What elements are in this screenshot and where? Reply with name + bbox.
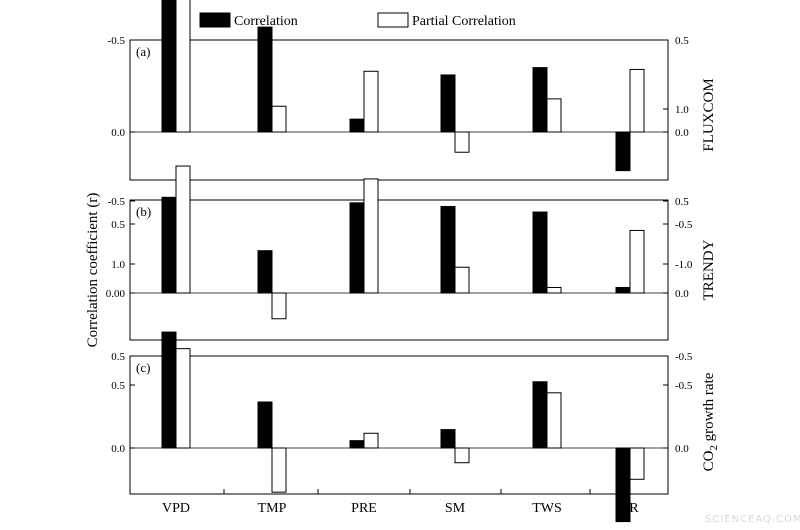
left-tick-label-a: 0.5 — [111, 219, 125, 231]
bar-a-partial-correlation-pre — [363, 70, 379, 133]
bar-b-correlation-tmp — [257, 250, 273, 294]
left-tick-label-b: 0.00 — [106, 288, 126, 300]
right-label-fluxcom: FLUXCOM — [701, 78, 717, 151]
bar-c-partial-correlation-vpd — [175, 348, 191, 449]
left-tick-label-b: 0.5 — [111, 380, 125, 392]
legend-swatch-correlation — [199, 12, 231, 28]
bar-b-partial-correlation-sm — [454, 266, 470, 294]
right-tick-label-a: 0.0 — [675, 127, 689, 139]
bar-b-correlation-sr — [615, 286, 631, 294]
x-tick-label-pre: PRE — [351, 501, 377, 516]
x-tick-label-vpd: VPD — [162, 501, 190, 516]
bar-c-partial-correlation-sr — [629, 447, 645, 480]
bar-b-partial-correlation-tmp — [271, 292, 287, 320]
bar-c-correlation-pre — [349, 440, 365, 449]
bar-a-correlation-pre — [349, 118, 365, 133]
right-tick-label-b: -0.5 — [675, 380, 693, 392]
panel-a: (a)-1.0-0.50.00.51.00.50.0-0.5 — [108, 0, 693, 231]
x-tick-label-tmp: TMP — [258, 501, 287, 516]
right-label-trendy: TRENDY — [701, 239, 717, 300]
x-axis-tick-labels: VPD TMP PRE SM TWS SR — [162, 489, 639, 516]
bar-a-correlation-vpd — [161, 0, 177, 133]
bar-a-partial-correlation-sm — [454, 131, 470, 153]
bar-b-partial-correlation-vpd — [175, 165, 191, 294]
panel-b: (b) -0.5 0.00 0.5 1.0 0.5 0.0 -0.5 — [106, 104, 693, 392]
y-axis-label: Correlation coefficient (r) — [85, 193, 101, 348]
right-label-co2-growth-rate: CO2 growth rate — [701, 372, 720, 471]
legend-swatch-partial-correlation — [377, 12, 409, 28]
bar-a-correlation-sr — [615, 131, 631, 172]
x-tick-label-tws: TWS — [532, 501, 562, 516]
right-tick-label-a: -0.5 — [675, 219, 693, 231]
bar-a-correlation-tmp — [257, 26, 273, 133]
bar-b-correlation-sm — [440, 206, 456, 294]
right-tick-label-b: 1.0 — [675, 104, 689, 116]
panel-label-c: (c) — [136, 360, 150, 375]
right-tick-label-b: 0.5 — [675, 196, 689, 208]
bar-a-correlation-tws — [532, 67, 548, 133]
panel-label-b: (b) — [136, 204, 151, 219]
bar-b-correlation-vpd — [161, 196, 177, 294]
x-tick-label-sm: SM — [445, 501, 466, 516]
right-tick-label-c: -0.5 — [675, 351, 693, 363]
legend: Correlation Partial Correlation — [199, 12, 516, 29]
left-tick-label-a: -0.5 — [108, 35, 126, 47]
panel-label-a: (a) — [136, 44, 150, 59]
legend-label-correlation: Correlation — [234, 14, 298, 29]
bar-a-partial-correlation-vpd — [175, 0, 191, 133]
bar-c-correlation-sm — [440, 429, 456, 449]
bar-a-partial-correlation-tws — [546, 98, 562, 133]
bar-b-correlation-tws — [532, 211, 548, 294]
bar-c-partial-correlation-tws — [546, 392, 562, 449]
bar-b-partial-correlation-sr — [629, 229, 645, 294]
bar-a-partial-correlation-sr — [629, 68, 645, 133]
bar-c-partial-correlation-sm — [454, 447, 470, 464]
right-tick-label-b: 0.0 — [675, 288, 689, 300]
left-tick-label-c: 0.0 — [111, 443, 125, 455]
x-tick-label-sr: SR — [621, 501, 639, 516]
bar-c-partial-correlation-tmp — [271, 447, 287, 493]
bar-b-correlation-pre — [349, 202, 365, 294]
bar-c-partial-correlation-pre — [363, 432, 379, 449]
left-tick-label-a: 0.0 — [111, 127, 125, 139]
bar-b-partial-correlation-pre — [363, 178, 379, 294]
bar-a-correlation-sm — [440, 74, 456, 133]
panel-frame-b — [129, 199, 669, 341]
bar-c-correlation-tmp — [257, 401, 273, 449]
left-tick-label-b: -0.5 — [108, 196, 126, 208]
right-tick-label-a: 0.5 — [675, 35, 689, 47]
panel-frame-a — [129, 39, 669, 181]
right-tick-label-c: 0.0 — [675, 443, 689, 455]
bar-c-correlation-tws — [532, 381, 548, 449]
right-tick-label-c: -1.0 — [675, 259, 693, 271]
panel-c: (c) 1.0 0.5 0.0 -0.5 -1.0 -0.5 0.0 0.5 — [111, 259, 693, 523]
left-tick-label-c: 1.0 — [111, 259, 125, 271]
bar-a-partial-correlation-tmp — [271, 105, 287, 133]
bar-c-correlation-vpd — [161, 331, 177, 449]
watermark: SCIENCEAQ.COM — [705, 514, 800, 525]
bar-c-correlation-sr — [615, 447, 631, 523]
bar-b-partial-correlation-tws — [546, 286, 562, 294]
left-tick-label-c: 0.5 — [111, 351, 125, 363]
panel-frame-c — [129, 355, 669, 495]
legend-label-partial-correlation: Partial Correlation — [412, 14, 516, 29]
